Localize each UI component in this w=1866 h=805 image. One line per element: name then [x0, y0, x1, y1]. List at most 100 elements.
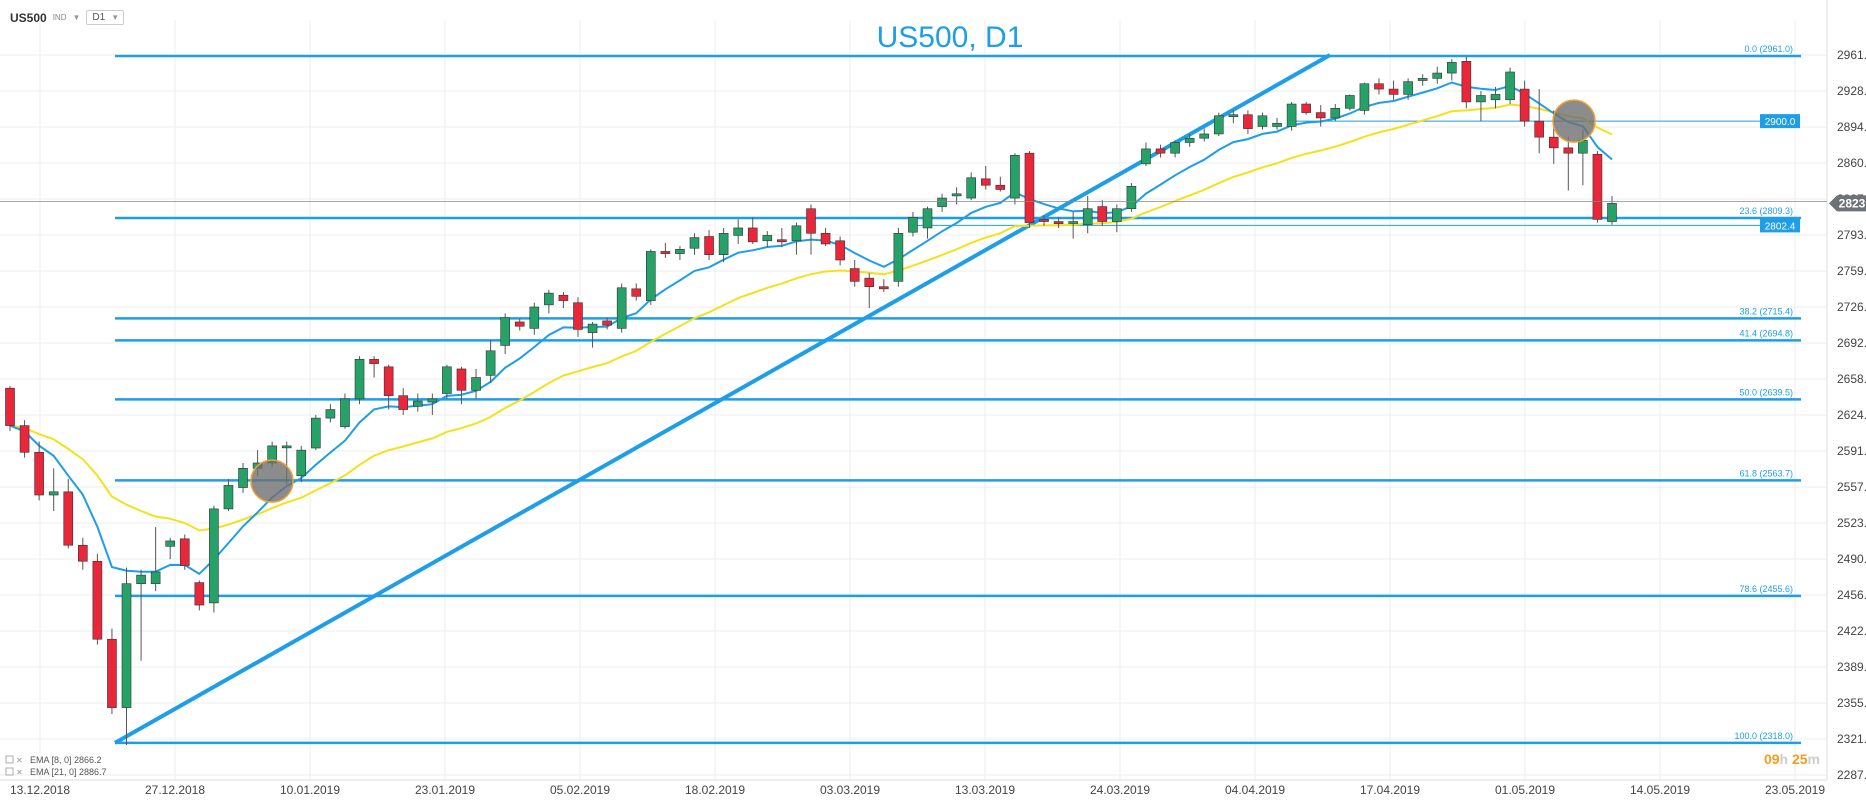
candle-body [150, 571, 161, 584]
candle-body [1126, 185, 1137, 210]
candle-body [1068, 221, 1078, 224]
candle-body [325, 409, 336, 419]
candle-body [893, 232, 904, 282]
candle-body [922, 208, 933, 229]
candle-body [311, 417, 321, 449]
y-tick-label: 2321.6 [1837, 732, 1866, 746]
timeframe-value: D1 [92, 12, 106, 23]
price-level-tag [1760, 218, 1800, 233]
candle-body [165, 540, 175, 547]
candle-body [864, 277, 875, 288]
candle-body [1578, 140, 1588, 154]
x-tick-label: 14.05.2019 [1630, 783, 1690, 797]
fibonacci-levels: 0.0 (2961.0) 23.6 (2809.3) 38.2 (2715.4) 41… [115, 44, 1801, 745]
candle-body [1403, 81, 1413, 95]
candle-body [209, 508, 219, 604]
candle-body [1432, 72, 1443, 79]
candle-body [1345, 95, 1355, 109]
candle-body [1476, 95, 1486, 103]
candle-body [645, 251, 656, 301]
candle-body [1141, 148, 1151, 165]
ema-21-line [9, 103, 1613, 532]
candle-body [1257, 115, 1268, 127]
candle-body [1112, 208, 1122, 222]
candle-body [908, 216, 918, 233]
y-tick-label: 2928.2 [1837, 84, 1866, 98]
y-tick-label: 2961.9 [1837, 48, 1866, 62]
candle-body [573, 302, 583, 330]
y-tick-label: 2490.1 [1837, 552, 1866, 566]
candle-body [704, 236, 714, 255]
candle-body [1359, 83, 1370, 111]
candle-body [19, 425, 30, 453]
chevron-down-icon[interactable]: ▼ [72, 13, 81, 22]
candle-body [1228, 114, 1239, 118]
timeframe-select[interactable]: D1 ▼ [86, 10, 125, 25]
candle-body [544, 292, 554, 306]
ema-crossover-marker [250, 459, 294, 503]
indicator-legend-label: EMA [21, 0] 2886.7 [30, 767, 107, 777]
y-tick-label: 2456.4 [1837, 588, 1866, 602]
x-tick-label: 10.01.2019 [280, 783, 340, 797]
y-tick-label: 2287.9 [1837, 768, 1866, 782]
fibonacci-level-label: 78.6 (2455.6) [1739, 584, 1793, 594]
candle-body [529, 306, 540, 329]
candle-body [1374, 83, 1384, 90]
candle-body [1563, 147, 1574, 154]
symbol-label[interactable]: US500 [10, 10, 47, 25]
candle-body [631, 288, 642, 297]
candle-body [398, 395, 409, 410]
candle-body [442, 366, 452, 394]
candle-body [1548, 136, 1559, 149]
y-tick-label: 2523.8 [1837, 516, 1866, 530]
y-tick-label: 2726.0 [1837, 300, 1866, 314]
x-tick-label: 13.03.2019 [955, 783, 1015, 797]
candle-body [791, 225, 802, 242]
candle-body [747, 227, 758, 243]
fibonacci-level-label: 100.0 (2318.0) [1734, 731, 1793, 741]
ema-crossover-marker [1552, 99, 1596, 143]
price-level-tag [1760, 114, 1800, 129]
candle-body [1243, 114, 1253, 129]
y-tick-label: 2894.5 [1837, 120, 1866, 134]
candles [5, 57, 1617, 745]
fibonacci-level-label: 23.6 (2809.3) [1739, 206, 1793, 216]
candle-body [1272, 122, 1282, 127]
candle-body [48, 491, 59, 496]
candle-body [1534, 120, 1544, 138]
price-level-tag-label: 2802.4 [1765, 221, 1796, 232]
candle-body [675, 249, 685, 254]
candle-body [383, 366, 394, 396]
instrument-type-badge: IND [52, 13, 67, 22]
candle-body [1519, 88, 1530, 122]
candle-body [937, 197, 947, 207]
candle-body [456, 368, 467, 391]
fibonacci-level-label: 41.4 (2694.8) [1739, 328, 1793, 338]
candle-body [471, 377, 481, 391]
candle-body [966, 177, 977, 199]
candle-body [1461, 61, 1472, 103]
candle-body [660, 251, 671, 254]
candle-body [107, 638, 117, 708]
candle-body [63, 491, 74, 546]
x-axis: 13.12.2018 27.12.2018 10.01.2019 23.01.2019… [10, 783, 1825, 797]
candle-body [121, 583, 132, 708]
candle-body [849, 268, 860, 282]
x-tick-label: 24.03.2019 [1090, 783, 1150, 797]
y-tick-label: 2759.7 [1837, 264, 1866, 278]
candle-body [1592, 153, 1603, 220]
horizontal-levels: 2900.0 2802.4 [910, 114, 1800, 233]
countdown-part: h [1780, 751, 1789, 767]
x-tick-label: 23.01.2019 [415, 783, 475, 797]
candle-body [689, 237, 700, 249]
ema-8-line [9, 81, 1613, 576]
candle-body [1315, 112, 1326, 119]
y-tick-label: 2793.4 [1837, 228, 1866, 242]
chevron-down-icon: ▼ [111, 13, 120, 22]
candle-body [733, 227, 743, 236]
x-tick-label: 18.02.2019 [685, 783, 745, 797]
candle-body [587, 323, 598, 333]
candle-body [1039, 219, 1049, 222]
indicator-legend: ✕ EMA [8, 0] 2866.2 ✕ EMA [21, 0] 2886.7 [5, 755, 107, 777]
